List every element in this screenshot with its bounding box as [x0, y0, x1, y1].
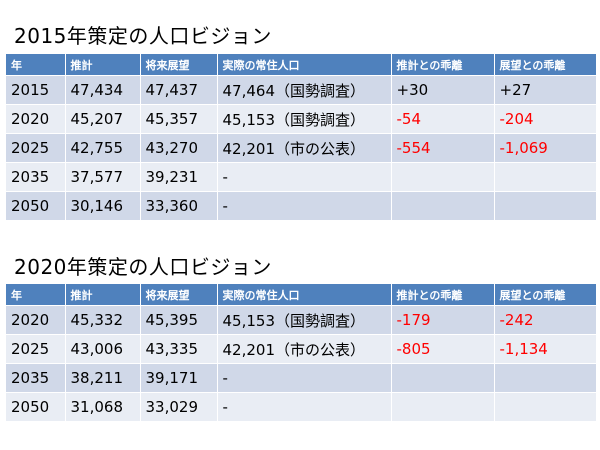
outlook-cell: 45,395: [140, 305, 218, 335]
table-row: 2035 38,211 39,171-: [6, 363, 596, 393]
actual-population-header: 実際の常住人口: [217, 284, 392, 306]
year-cell: 2035: [6, 363, 66, 393]
estimate-gap-header: 推計との乖離: [391, 54, 495, 76]
outlook-cell: 43,335: [140, 334, 218, 364]
actual-population-cell: -: [217, 363, 392, 393]
estimate-cell: 45,332: [65, 305, 141, 335]
table-row: 2020 45,207 45,357 45,153（国勢調査） -54 -204: [6, 104, 596, 134]
outlook-cell: 43,270: [140, 133, 218, 163]
year-cell: 2015: [6, 75, 66, 105]
outlook-gap-cell: -204: [494, 104, 596, 134]
table-row: 2015 47,434 47,437 47,464（国勢調査） +30 +27: [6, 75, 596, 105]
table-header-row: 年推計 将来展望 実際の常住人口 推計との乖離 展望との乖離: [6, 54, 596, 76]
table-row: 2025 43,006 43,335 42,201（市の公表） -805 -1,134: [6, 334, 596, 364]
estimate-gap-cell: [391, 392, 495, 421]
outlook-gap-cell: [494, 363, 596, 393]
estimate-cell: 30,146: [65, 191, 141, 220]
estimate-header: 推計: [65, 54, 141, 76]
outlook-cell: 39,231: [140, 162, 218, 192]
estimate-cell: 31,068: [65, 392, 141, 421]
actual-population-cell: 47,464（国勢調査）: [217, 75, 392, 105]
table-header-row: 年推計 将来展望 実際の常住人口 推計との乖離 展望との乖離: [6, 284, 596, 306]
year-cell: 2050: [6, 392, 66, 421]
estimate-gap-header: 推計との乖離: [391, 284, 495, 306]
vision-table-2020: 年推計 将来展望 実際の常住人口 推計との乖離 展望との乖離 2020 45,332 45,…: [6, 284, 596, 421]
estimate-gap-cell: -54: [391, 104, 495, 134]
estimate-gap-cell: [391, 162, 495, 192]
actual-population-cell: -: [217, 191, 392, 220]
outlook-cell: 33,360: [140, 191, 218, 220]
actual-population-cell: 45,153（国勢調査）: [217, 104, 392, 134]
outlook-header: 将来展望: [140, 54, 218, 76]
table-row: 2020 45,332 45,395 45,153（国勢調査） -179 -242: [6, 305, 596, 335]
actual-population-cell: 45,153（国勢調査）: [217, 305, 392, 335]
estimate-cell: 37,577: [65, 162, 141, 192]
actual-population-cell: 42,201（市の公表）: [217, 334, 392, 364]
estimate-cell: 42,755: [65, 133, 141, 163]
section-title-2020: 2020年策定の人口ビジョン: [14, 255, 272, 279]
outlook-cell: 39,171: [140, 363, 218, 393]
table-row: 2050 30,146 33,360-: [6, 191, 596, 220]
year-header: 年: [6, 54, 66, 76]
outlook-gap-header: 展望との乖離: [494, 284, 596, 306]
year-cell: 2025: [6, 133, 66, 163]
estimate-header: 推計: [65, 284, 141, 306]
year-cell: 2020: [6, 305, 66, 335]
outlook-cell: 47,437: [140, 75, 218, 105]
estimate-gap-cell: -179: [391, 305, 495, 335]
outlook-gap-cell: [494, 191, 596, 220]
estimate-gap-cell: -805: [391, 334, 495, 364]
outlook-gap-cell: [494, 162, 596, 192]
estimate-cell: 45,207: [65, 104, 141, 134]
outlook-cell: 45,357: [140, 104, 218, 134]
outlook-gap-header: 展望との乖離: [494, 54, 596, 76]
outlook-gap-cell: -1,069: [494, 133, 596, 163]
outlook-gap-cell: +27: [494, 75, 596, 105]
estimate-gap-cell: +30: [391, 75, 495, 105]
actual-population-cell: -: [217, 392, 392, 421]
year-cell: 2020: [6, 104, 66, 134]
estimate-gap-cell: [391, 363, 495, 393]
outlook-gap-cell: -1,134: [494, 334, 596, 364]
estimate-gap-cell: -554: [391, 133, 495, 163]
actual-population-header: 実際の常住人口: [217, 54, 392, 76]
year-cell: 2050: [6, 191, 66, 220]
table-row: 2035 37,577 39,231-: [6, 162, 596, 192]
estimate-gap-cell: [391, 191, 495, 220]
table-row: 2050 31,068 33,029-: [6, 392, 596, 421]
outlook-header: 将来展望: [140, 284, 218, 306]
section-title-2015: 2015年策定の人口ビジョン: [14, 24, 272, 48]
outlook-cell: 33,029: [140, 392, 218, 421]
actual-population-cell: -: [217, 162, 392, 192]
vision-table-2015: 年推計 将来展望 実際の常住人口 推計との乖離 展望との乖離 2015 47,434 47,…: [6, 54, 596, 220]
estimate-cell: 47,434: [65, 75, 141, 105]
outlook-gap-cell: [494, 392, 596, 421]
estimate-cell: 38,211: [65, 363, 141, 393]
year-header: 年: [6, 284, 66, 306]
outlook-gap-cell: -242: [494, 305, 596, 335]
table-row: 2025 42,755 43,270 42,201（市の公表） -554 -1,069: [6, 133, 596, 163]
estimate-cell: 43,006: [65, 334, 141, 364]
actual-population-cell: 42,201（市の公表）: [217, 133, 392, 163]
year-cell: 2035: [6, 162, 66, 192]
year-cell: 2025: [6, 334, 66, 364]
